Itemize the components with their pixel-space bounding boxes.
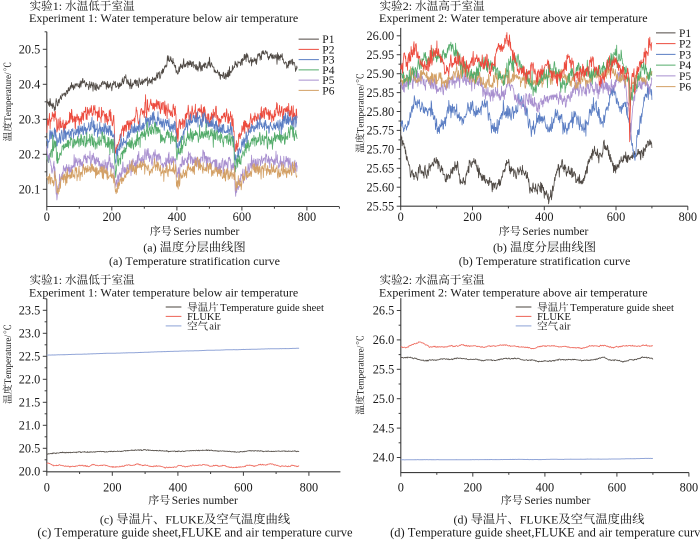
svg-text:20.2: 20.2	[19, 148, 41, 162]
svg-text:Experiment 1: Water temperatur: Experiment 1: Water temperature below ai…	[29, 285, 298, 299]
svg-text:(c): (c)	[100, 512, 113, 526]
svg-text:25.65: 25.65	[367, 162, 395, 176]
svg-text:2:: 2:	[403, 273, 412, 287]
svg-text:200: 200	[103, 210, 121, 224]
svg-text:25.95: 25.95	[367, 48, 395, 62]
svg-text:P4: P4	[679, 60, 691, 72]
svg-text:20.5: 20.5	[19, 43, 41, 57]
svg-text:25.55: 25.55	[367, 199, 395, 213]
svg-text:24.5: 24.5	[373, 421, 395, 435]
svg-text:21.0: 21.0	[19, 419, 41, 433]
svg-text:22.5: 22.5	[19, 350, 41, 364]
svg-text:600: 600	[608, 480, 626, 494]
svg-text:800: 800	[679, 210, 697, 224]
svg-text:600: 600	[234, 480, 252, 494]
svg-text:200: 200	[464, 480, 482, 494]
svg-text:P2: P2	[322, 44, 334, 56]
svg-text:(a) Temperature stratification: (a) Temperature stratification curve	[109, 254, 280, 268]
svg-text:P5: P5	[322, 75, 334, 87]
svg-text:20.1: 20.1	[19, 183, 41, 197]
svg-text:P1: P1	[679, 28, 691, 40]
svg-text:air: air	[209, 322, 221, 333]
svg-text:20.4: 20.4	[19, 78, 41, 92]
svg-text:P6: P6	[679, 82, 691, 94]
svg-text:Series number: Series number	[173, 226, 239, 238]
svg-text:(a): (a)	[143, 240, 156, 254]
svg-text:23.0: 23.0	[19, 327, 41, 341]
svg-text:P3: P3	[679, 49, 691, 61]
svg-text:(b): (b)	[493, 240, 507, 254]
svg-text:Experiment 2: Water temperatur: Experiment 2: Water temperature above ai…	[379, 285, 648, 299]
svg-text:P6: P6	[322, 85, 334, 97]
svg-text:0: 0	[44, 480, 50, 494]
svg-text:P1: P1	[322, 34, 334, 46]
svg-text:20.3: 20.3	[19, 113, 41, 127]
svg-text:1:: 1:	[53, 273, 62, 287]
svg-text:600: 600	[607, 210, 625, 224]
svg-text:1:: 1:	[53, 0, 62, 13]
svg-text:400: 400	[169, 480, 187, 494]
svg-text:25.85: 25.85	[367, 86, 395, 100]
svg-text:800: 800	[300, 480, 318, 494]
svg-text:20.0: 20.0	[19, 465, 41, 479]
svg-text:24.0: 24.0	[373, 451, 395, 465]
svg-text:25.70: 25.70	[367, 143, 395, 157]
svg-text:P5: P5	[679, 71, 691, 83]
svg-text:P3: P3	[322, 55, 334, 67]
svg-text:400: 400	[168, 210, 186, 224]
svg-text:400: 400	[536, 480, 554, 494]
svg-text:P4: P4	[322, 65, 334, 77]
svg-text:Series number: Series number	[172, 495, 238, 507]
svg-text:Experiment 2: Water temperatur: Experiment 2: Water temperature above ai…	[379, 11, 648, 25]
svg-text:26.5: 26.5	[373, 304, 395, 318]
svg-text:Temperature/: Temperature/	[356, 345, 366, 395]
svg-text:FLUKE: FLUKE	[537, 312, 571, 323]
svg-text:(b) Temperature stratification: (b) Temperature stratification curve	[459, 254, 631, 268]
svg-text:FLUKE: FLUKE	[187, 312, 221, 323]
svg-text:800: 800	[680, 480, 698, 494]
svg-text:25.80: 25.80	[367, 105, 395, 119]
svg-text:Temperature/: Temperature/	[3, 72, 13, 122]
svg-text:25.60: 25.60	[367, 181, 395, 195]
svg-text:FLUKE: FLUKE	[520, 512, 559, 526]
svg-text:25.5: 25.5	[373, 363, 395, 377]
svg-text:air: air	[559, 322, 571, 333]
svg-text:26.0: 26.0	[373, 333, 395, 347]
svg-text:200: 200	[103, 480, 121, 494]
svg-text:0: 0	[398, 480, 404, 494]
svg-text:Temperature/: Temperature/	[3, 334, 13, 384]
svg-text:Temperature guide sheet: Temperature guide sheet	[570, 303, 674, 314]
svg-text:25.90: 25.90	[367, 67, 395, 81]
svg-text:(d): (d)	[454, 512, 468, 526]
svg-text:FLUKE: FLUKE	[165, 512, 204, 526]
svg-text:P2: P2	[679, 39, 691, 51]
svg-text:200: 200	[463, 210, 481, 224]
svg-text:25.75: 25.75	[367, 124, 395, 138]
svg-text:22.0: 22.0	[19, 373, 41, 387]
svg-text:Temperature guide sheet: Temperature guide sheet	[220, 303, 324, 314]
svg-text:(c) Temperature guide sheet,FL: (c) Temperature guide sheet,FLUKE and ai…	[37, 526, 353, 540]
svg-text:Series number: Series number	[524, 495, 590, 507]
svg-text:0: 0	[398, 210, 404, 224]
svg-text:(d) Temperature guide sheet,FL: (d) Temperature guide sheet,FLUKE and ai…	[390, 526, 700, 540]
svg-text:20.5: 20.5	[19, 442, 41, 456]
svg-text:Experiment 1: Water temperatur: Experiment 1: Water temperature below ai…	[29, 11, 298, 25]
svg-text:21.5: 21.5	[19, 396, 41, 410]
svg-text:25.0: 25.0	[373, 392, 395, 406]
svg-text:400: 400	[535, 210, 553, 224]
svg-text:Series number: Series number	[522, 226, 588, 238]
svg-text:Temperature/: Temperature/	[356, 83, 366, 133]
svg-text:23.5: 23.5	[19, 304, 41, 318]
svg-text:800: 800	[298, 210, 316, 224]
svg-text:600: 600	[233, 210, 251, 224]
svg-text:2:: 2:	[403, 0, 412, 13]
svg-text:0: 0	[44, 210, 50, 224]
svg-text:26.00: 26.00	[367, 29, 395, 43]
